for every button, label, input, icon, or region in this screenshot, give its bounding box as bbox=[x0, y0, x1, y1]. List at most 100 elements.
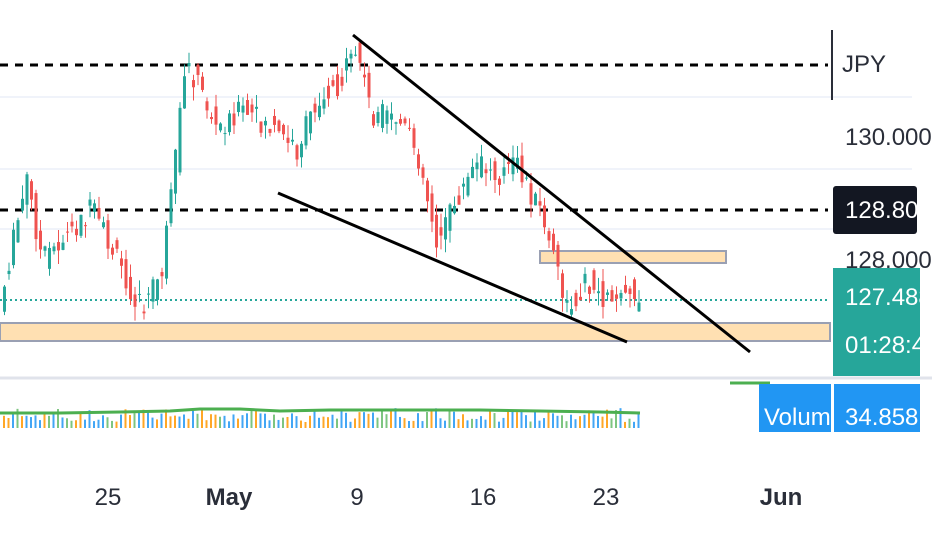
candle-body bbox=[201, 76, 204, 90]
candle-body bbox=[493, 161, 497, 181]
last-price-label: 127.488 bbox=[845, 284, 932, 311]
candle-body bbox=[349, 53, 353, 59]
candle-body bbox=[367, 72, 371, 98]
candle-body bbox=[435, 214, 438, 248]
candle-body bbox=[93, 203, 96, 212]
candle-body bbox=[421, 167, 425, 178]
candle-body bbox=[115, 240, 119, 249]
volume-bar bbox=[403, 418, 406, 428]
volume-bar bbox=[250, 408, 253, 428]
volume-bar bbox=[340, 410, 343, 428]
candle-body bbox=[43, 246, 47, 251]
candle-body bbox=[187, 63, 191, 67]
volume-ma-line bbox=[0, 407, 641, 415]
candle-body bbox=[7, 270, 11, 275]
candle-body bbox=[273, 115, 276, 125]
candle-body bbox=[525, 177, 528, 179]
volume-bar bbox=[75, 420, 77, 428]
candle-body bbox=[354, 54, 357, 56]
candle-body bbox=[196, 64, 200, 75]
candle-body bbox=[102, 222, 105, 228]
volume-bar bbox=[381, 410, 383, 428]
support-zone[interactable] bbox=[0, 322, 831, 342]
candle-body bbox=[583, 273, 587, 284]
candle-body bbox=[282, 124, 285, 135]
candles bbox=[3, 41, 641, 321]
date-tick-label: 9 bbox=[350, 484, 363, 511]
volume-bar bbox=[183, 414, 185, 428]
candle-body bbox=[619, 292, 623, 299]
candle-body bbox=[286, 137, 290, 143]
volume-bar bbox=[273, 414, 275, 428]
candle-body bbox=[597, 291, 600, 294]
candle-body bbox=[358, 42, 362, 63]
candle-body bbox=[601, 281, 605, 307]
volume-bar bbox=[66, 418, 68, 428]
candle-body bbox=[25, 174, 29, 205]
volume-bar bbox=[637, 412, 640, 428]
candle-body bbox=[363, 74, 366, 78]
volume-bar bbox=[48, 415, 50, 428]
current-price-label: 128.805 bbox=[845, 197, 932, 224]
lower-trendline[interactable] bbox=[277, 191, 628, 344]
volume-bar bbox=[529, 421, 532, 428]
candle-body bbox=[327, 85, 330, 99]
candle-body bbox=[156, 279, 159, 300]
volume-bar bbox=[30, 417, 32, 428]
volume-bar bbox=[619, 408, 622, 428]
candle-body bbox=[3, 286, 6, 312]
volume-bar bbox=[399, 416, 401, 428]
candle-body bbox=[169, 189, 173, 224]
upper-trendline[interactable] bbox=[352, 33, 751, 354]
volume-bar bbox=[547, 412, 550, 428]
candle-body bbox=[30, 181, 33, 200]
candle-body bbox=[246, 100, 249, 115]
volume-bar bbox=[196, 413, 199, 428]
candle-body bbox=[399, 118, 402, 124]
volume-bar bbox=[412, 420, 415, 428]
volume-bar bbox=[57, 409, 59, 428]
volume-bar bbox=[232, 414, 235, 428]
candle-body bbox=[151, 279, 155, 302]
candle-body bbox=[538, 201, 542, 206]
candle-body bbox=[160, 272, 164, 277]
candle-body bbox=[462, 183, 465, 187]
volume-bar bbox=[70, 420, 73, 428]
candle-body bbox=[70, 221, 74, 227]
volume-bar bbox=[349, 421, 352, 428]
volume-bar bbox=[525, 415, 527, 428]
volume-bar bbox=[52, 411, 55, 428]
volume-bar bbox=[7, 418, 10, 428]
volume-bar bbox=[426, 412, 428, 428]
volume-bar bbox=[484, 419, 487, 428]
volume-bar bbox=[120, 414, 122, 428]
candle-body bbox=[84, 225, 87, 227]
volume-bar bbox=[223, 415, 226, 428]
candle-body bbox=[88, 199, 92, 206]
candle-body bbox=[579, 296, 582, 301]
countdown-label: 01:28:44 bbox=[845, 332, 932, 359]
candle-body bbox=[534, 193, 537, 206]
volume-bar bbox=[187, 418, 190, 428]
volume-bar bbox=[88, 410, 91, 428]
volume-bar bbox=[475, 418, 478, 428]
candle-body bbox=[552, 233, 555, 251]
candle-body bbox=[336, 74, 339, 97]
volume-bar bbox=[327, 417, 329, 428]
volume-bar bbox=[565, 421, 568, 428]
volume-bar bbox=[633, 421, 635, 428]
volume-bar bbox=[219, 416, 221, 428]
volume-bar bbox=[498, 421, 500, 428]
volume-value-label: 34.858K bbox=[845, 404, 932, 431]
volume-bar bbox=[601, 416, 604, 428]
volume-bar bbox=[97, 419, 100, 428]
candle-body bbox=[556, 244, 560, 267]
candle-body bbox=[570, 309, 573, 315]
candle-body bbox=[574, 292, 578, 307]
volume-bar bbox=[133, 413, 136, 428]
volume-bar bbox=[394, 408, 397, 428]
candle-body bbox=[376, 112, 380, 124]
candle-body bbox=[529, 183, 533, 205]
